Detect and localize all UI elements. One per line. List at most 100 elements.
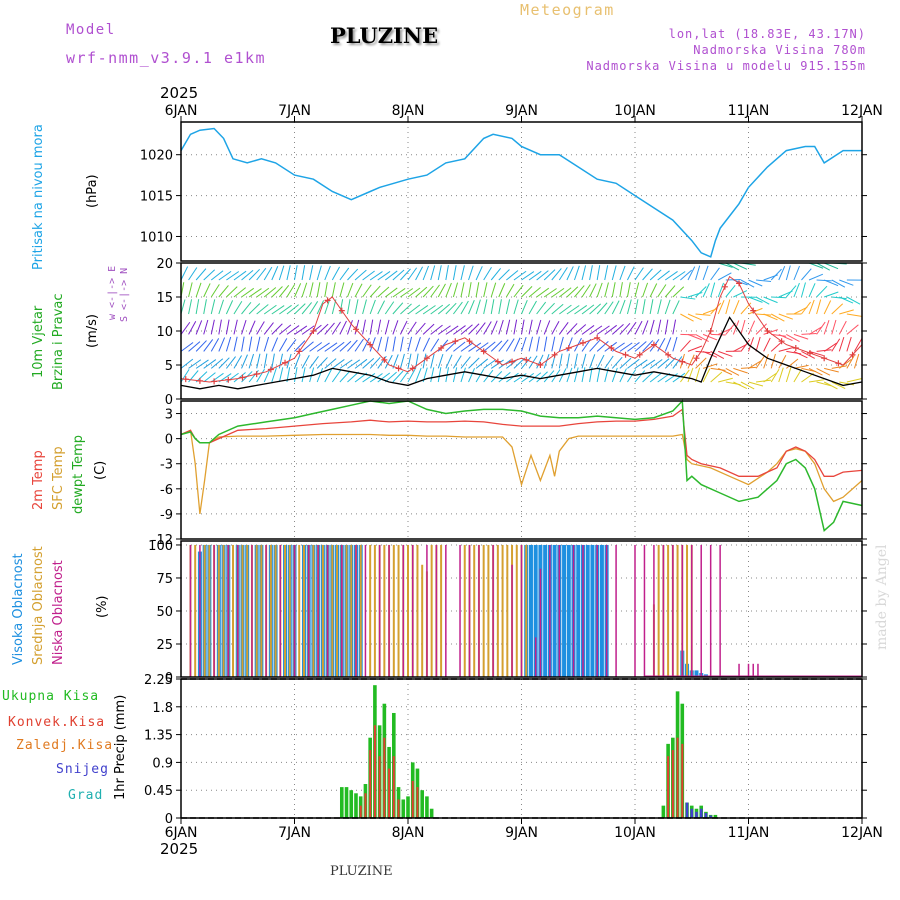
mid-cloud-bar <box>350 544 353 677</box>
temp-label2: SFC Temp <box>51 446 66 510</box>
pressure-line <box>180 127 862 258</box>
wind-arrow <box>241 287 255 298</box>
low-cloud-bar <box>662 544 665 677</box>
wind-arrow <box>627 342 640 352</box>
wind-arrow <box>831 338 841 352</box>
wind-arrow <box>203 283 211 298</box>
wind-arrow <box>838 320 847 335</box>
wind-arrow <box>278 353 283 369</box>
wind-arrow <box>649 269 662 281</box>
model-altitude-label: Nadmorska Visina u modelu 915.155m <box>586 59 866 73</box>
wind-arrow <box>498 319 504 335</box>
wind-arrow <box>657 358 670 369</box>
total-precip-bar <box>344 787 349 818</box>
wind-arrow <box>551 303 564 315</box>
wind-arrow <box>573 265 580 281</box>
mid-cloud-bar <box>667 544 670 677</box>
y-tick-label: 0 <box>165 433 173 448</box>
wind-arrow <box>241 270 254 281</box>
wind-arrow <box>604 341 617 352</box>
wind-arrow <box>528 300 537 315</box>
gust-marker <box>324 297 331 304</box>
wind-arrow <box>657 319 662 335</box>
wind-arrow <box>195 299 200 315</box>
wind-arrow <box>180 321 191 335</box>
gust-marker <box>452 338 459 345</box>
wind-arrow <box>453 325 466 335</box>
mid-cloud-bar <box>203 544 206 677</box>
wind-arrow <box>793 368 802 383</box>
wind-arrow <box>452 282 459 298</box>
y-tick-label: -9 <box>160 508 173 523</box>
wind-arrow <box>218 357 230 369</box>
y-tick-label: 0 <box>165 671 173 686</box>
wind-arrow <box>763 313 778 321</box>
wind-arrow <box>316 282 321 298</box>
wind-arrow <box>392 302 404 315</box>
gust-marker <box>579 339 586 346</box>
wind-arrow <box>422 285 434 298</box>
wind-arrow <box>452 367 458 383</box>
conv-precip-bar <box>681 743 684 818</box>
wind-arrow <box>475 342 489 352</box>
wind-arrow <box>422 265 429 281</box>
wind-arrow <box>589 339 601 352</box>
wind-arrow <box>248 303 261 315</box>
total-precip-bar <box>406 796 410 818</box>
low-cloud-bar <box>539 568 542 677</box>
mid-cloud-bar <box>487 544 490 677</box>
wind-arrow <box>483 266 492 281</box>
gust-marker <box>565 345 572 351</box>
precip-label4: Snijeg <box>56 762 109 777</box>
mid-cloud-bar <box>222 544 225 677</box>
wind-arrow <box>271 286 283 298</box>
wind-arrow <box>543 269 556 281</box>
wind-arrow <box>581 284 591 298</box>
wind-arrow <box>377 319 382 335</box>
wind-arrow <box>256 304 269 315</box>
temp-unit: (C) <box>93 461 108 480</box>
low-cloud-bar <box>582 544 584 677</box>
wind-arrow <box>369 299 376 315</box>
wind-arrow <box>763 373 777 383</box>
wind-arrow <box>748 296 763 303</box>
temp-2m-line <box>180 408 863 477</box>
wind-arrow <box>536 336 540 352</box>
y-tick-label: -6 <box>160 483 173 498</box>
wind-arrow <box>687 354 695 369</box>
wind-arrow <box>702 265 709 281</box>
high-cloud-bar <box>533 544 538 677</box>
mid-cloud-bar <box>331 544 334 677</box>
wind-arrow <box>740 279 755 288</box>
y-tick-label: 0.9 <box>152 756 173 771</box>
wind-dir-legend2: S <-|-> N <box>119 268 130 322</box>
wind-arrow <box>604 265 609 281</box>
wind-arrow <box>301 367 306 383</box>
wind-arrow <box>226 271 240 281</box>
wind-arrow <box>377 372 391 383</box>
wind-arrow <box>634 370 646 383</box>
low-cloud-bar <box>293 544 296 677</box>
wind-arrow <box>626 299 632 315</box>
wind-arrow <box>278 367 284 383</box>
wind-arrow <box>823 381 838 390</box>
wind-arrow <box>649 372 663 383</box>
wind-arrow <box>210 299 216 315</box>
x-tick-label-top: 6JAN <box>165 103 198 119</box>
low-cloud-bar <box>492 544 494 677</box>
wind-arrow <box>627 369 637 383</box>
wind-arrow <box>445 302 457 315</box>
wind-arrow <box>226 286 238 298</box>
wind-arrow <box>581 325 595 335</box>
wind-arrow <box>483 359 497 369</box>
y-tick-label: -12 <box>152 533 173 548</box>
conv-precip-bar <box>369 750 372 818</box>
mid-cloud-bar <box>440 544 443 677</box>
wind-arrow <box>437 303 451 315</box>
wind-arrow <box>506 372 519 383</box>
high-cloud-bar <box>590 544 595 677</box>
wind-arrow <box>642 320 649 335</box>
high-cloud-bar <box>528 544 533 677</box>
low-cloud-bar <box>747 663 750 677</box>
wind-arrow <box>271 266 279 281</box>
